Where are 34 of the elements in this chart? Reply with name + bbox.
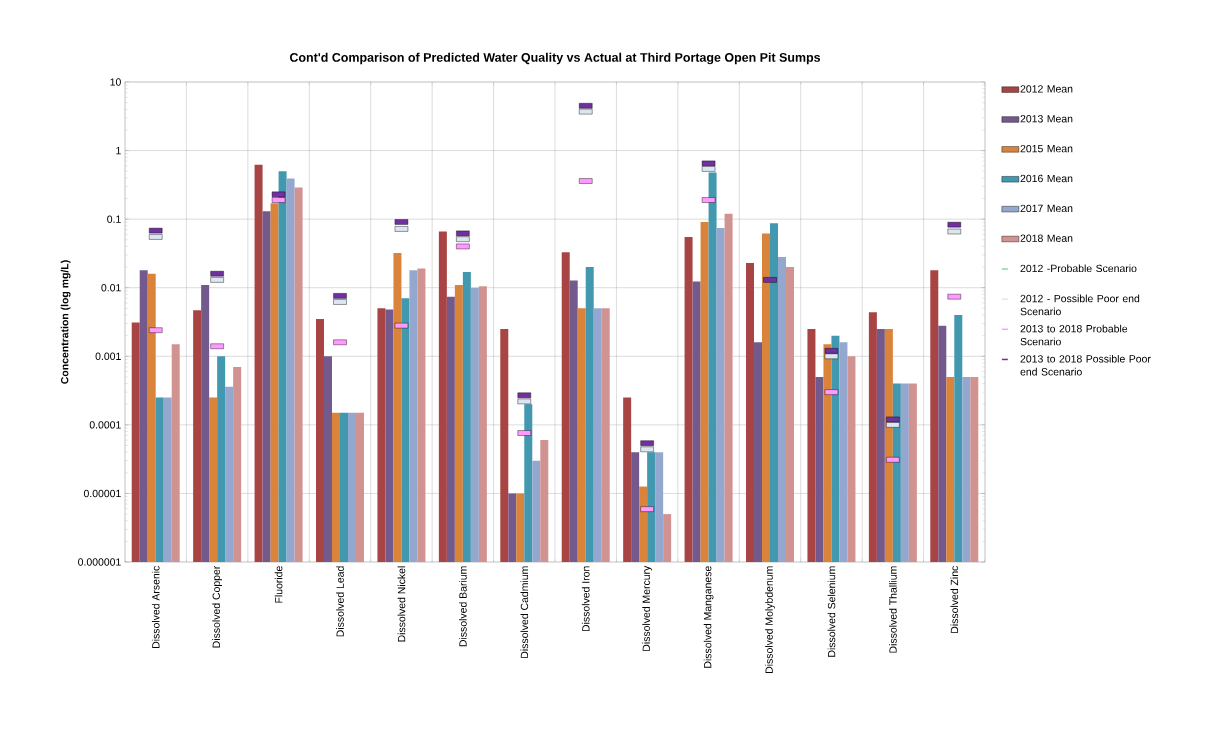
x-tick-label: Dissolved Manganese [703, 566, 714, 668]
legend-label: 2012 - Possible Poor end Scenario [1020, 294, 1140, 316]
legend-label: 2016 Mean [1020, 174, 1073, 183]
y-tick-label: 10 [110, 78, 121, 86]
x-tick-label: Dissolved Zinc [950, 565, 959, 633]
x-tick-label: Dissolved Mercury [642, 565, 653, 651]
x-tick-label: Dissolved Selenium [827, 566, 836, 657]
y-tick-label: 0.001 [95, 352, 121, 360]
x-tick-label: Dissolved Molybdenum [765, 566, 775, 673]
x-tick-label: Dissolved Copper [212, 565, 223, 648]
x-tick-label: Dissolved Arsenic [151, 565, 160, 648]
x-tick-label: Dissolved Thallium [889, 566, 897, 653]
x-tick-label: Dissolved Barium [459, 566, 467, 647]
y-axis-title: Concentration (log mg/L) [60, 260, 71, 384]
x-tick-label: Dissolved Cadmium [520, 566, 529, 658]
legend-label: 2013 Mean [1020, 115, 1073, 123]
legend-label: 2017 Mean [1020, 204, 1073, 213]
y-tick-label: 0.00001 [83, 489, 121, 498]
x-tick-label: Fluoride [274, 566, 283, 603]
chart-title: Cont'd Comparison of Predicted Water Quality vs Actual at Third Portage Open Pit Sumps [289, 52, 821, 65]
legend-label: 2013 to 2018 Possible Poor end Scenario [1020, 354, 1151, 376]
legend-label: 2012 Mean [1020, 85, 1073, 93]
x-tick-label: Dissolved Iron [581, 566, 590, 632]
legend-label: 2012 -Probable Scenario [1020, 264, 1137, 273]
y-tick-label: 1 [116, 146, 121, 155]
x-tick-label: Dissolved Lead [336, 566, 344, 637]
y-tick-label: 0.01 [101, 284, 121, 292]
y-tick-label: 0.1 [107, 215, 121, 223]
legend-label: 2015 Mean [1020, 144, 1073, 153]
legend-label: 2018 Mean [1020, 234, 1073, 242]
y-tick-label: 0.000001 [78, 558, 121, 566]
legend-label: 2013 to 2018 Probable Scenario [1020, 324, 1128, 346]
x-tick-label: Dissolved Nickel [397, 566, 406, 642]
y-tick-label: 0.0001 [89, 421, 121, 429]
